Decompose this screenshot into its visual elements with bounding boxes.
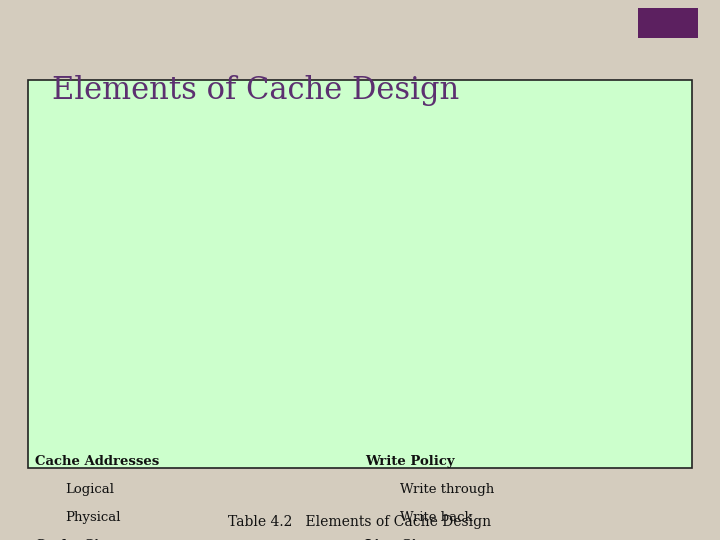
Text: Table 4.2   Elements of Cache Design: Table 4.2 Elements of Cache Design xyxy=(228,515,492,529)
FancyBboxPatch shape xyxy=(638,8,698,38)
Text: Elements of Cache Design: Elements of Cache Design xyxy=(52,75,459,106)
Text: Cache Size: Cache Size xyxy=(35,539,115,540)
FancyBboxPatch shape xyxy=(28,80,692,468)
Text: Line Size: Line Size xyxy=(365,539,433,540)
Text: Write Policy: Write Policy xyxy=(365,455,454,468)
Text: Write back: Write back xyxy=(400,511,472,524)
Text: Logical: Logical xyxy=(65,483,114,496)
Text: Write through: Write through xyxy=(400,483,494,496)
Text: Cache Addresses: Cache Addresses xyxy=(35,455,159,468)
Text: Physical: Physical xyxy=(65,511,120,524)
